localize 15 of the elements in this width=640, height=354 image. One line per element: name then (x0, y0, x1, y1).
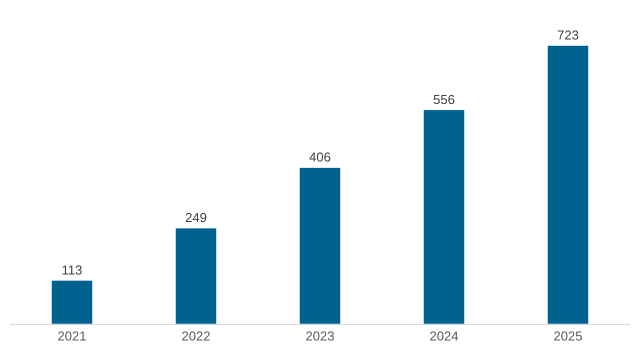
x-tick-label: 2023 (306, 328, 334, 344)
data-label: 723 (557, 28, 579, 43)
x-tick-label: 2024 (430, 328, 458, 344)
data-label: 556 (433, 92, 455, 107)
bar (51, 280, 93, 324)
data-label: 406 (309, 150, 331, 165)
data-label: 249 (185, 210, 207, 226)
bar (175, 228, 217, 324)
bar (547, 45, 589, 324)
bar (299, 167, 341, 324)
bar (423, 110, 465, 324)
x-tick-label: 2022 (182, 328, 210, 344)
data-label: 113 (62, 262, 82, 278)
x-tick-label: 2021 (58, 328, 86, 344)
x-tick-label: 2025 (554, 328, 582, 344)
